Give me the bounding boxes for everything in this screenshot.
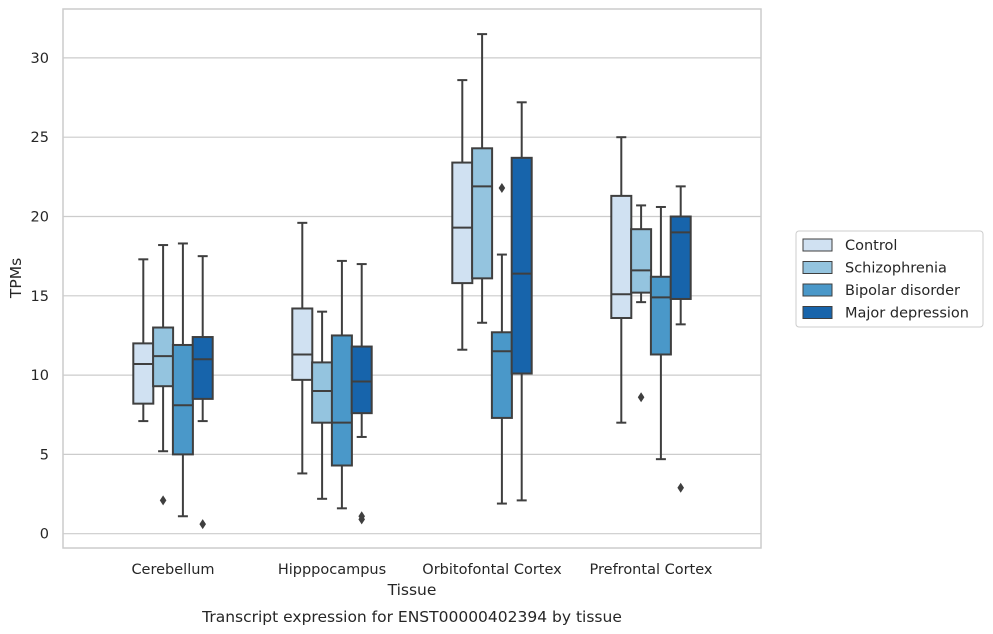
outlier-point (358, 511, 365, 522)
y-tick-label: 30 (31, 51, 49, 67)
box (311, 361, 334, 424)
box-group (350, 263, 373, 525)
box (330, 334, 353, 467)
box (510, 156, 533, 375)
y-tick-label: 15 (31, 289, 49, 305)
y-tick-labels: 0 5 10 15 20 25 30 (31, 51, 49, 543)
box-group (171, 242, 194, 518)
legend-swatch (802, 261, 833, 274)
box (132, 342, 155, 405)
x-tick-label: Orbitofontal Cortex (422, 562, 562, 578)
box (669, 215, 692, 300)
x-axis-title: Tissue (387, 581, 437, 599)
box (630, 228, 653, 294)
box-group (669, 185, 692, 493)
plot-area (132, 33, 692, 530)
x-tick-label: Cerebellum (131, 562, 214, 578)
y-tick-label: 10 (31, 368, 49, 384)
outlier-point (498, 182, 506, 193)
box (471, 147, 494, 280)
box (171, 343, 194, 456)
box-group (610, 136, 633, 424)
box (191, 336, 214, 400)
y-tick-label: 0 (40, 527, 49, 543)
legend-label: Major depression (845, 306, 969, 322)
outlier-point (159, 495, 167, 506)
legend-swatch (802, 238, 833, 252)
y-tick-label: 20 (31, 210, 49, 226)
outlier-point (677, 482, 684, 493)
legend: Control Schizophrenia Bipolar disorder Majo… (795, 230, 984, 328)
box-group (330, 259, 353, 510)
x-tick-label: Prefrontal Cortex (590, 562, 713, 578)
box-group (132, 258, 155, 423)
box-group (630, 204, 653, 403)
box-group (311, 310, 334, 500)
y-tick-label: 25 (31, 130, 49, 146)
box (291, 307, 314, 381)
box (350, 345, 373, 415)
box (649, 275, 672, 356)
legend-items: Control Schizophrenia Bipolar disorder Majo… (802, 238, 969, 322)
box (610, 194, 633, 320)
legend-frame (795, 230, 984, 328)
outlier-point (637, 392, 645, 403)
y-axis-title: TPMs (7, 258, 25, 299)
box-group (191, 255, 214, 530)
box-group (291, 221, 314, 475)
chart-caption: Transcript expression for ENST0000040239… (201, 608, 622, 626)
y-tick-label: 5 (40, 447, 49, 463)
x-tick-label: Hipppocampus (278, 562, 386, 578)
box-group (649, 205, 672, 461)
legend-swatch (802, 306, 833, 319)
legend-label: Bipolar disorder (845, 283, 960, 299)
box-group (471, 33, 494, 324)
box-group (490, 182, 513, 505)
outlier-point (199, 519, 206, 530)
legend-label: Control (845, 238, 897, 254)
box (490, 331, 513, 419)
box-group (152, 244, 175, 506)
box (451, 161, 474, 285)
box-group (510, 101, 533, 502)
legend-swatch (802, 283, 833, 297)
box-group (451, 79, 474, 351)
axes-frame (62, 8, 762, 549)
x-tick-labels: Cerebellum Hipppocampus Orbitofontal Corte… (131, 562, 712, 578)
legend-label: Schizophrenia (845, 261, 947, 277)
